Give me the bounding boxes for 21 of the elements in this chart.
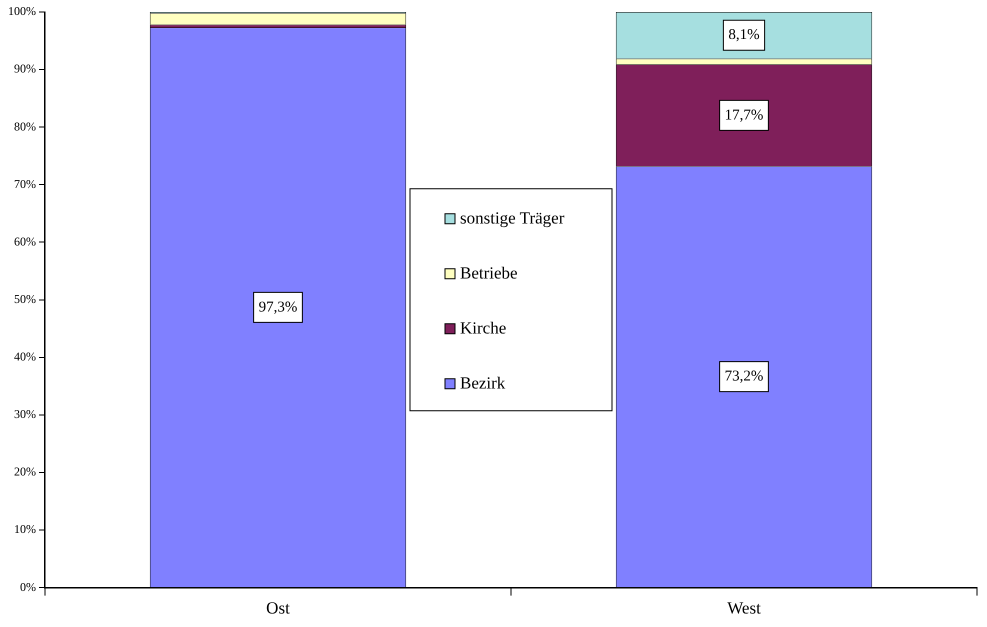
y-tick-label: 60% xyxy=(14,234,36,248)
y-tick-label: 30% xyxy=(14,407,36,422)
y-tick-label: 50% xyxy=(14,292,36,306)
y-tick-label: 20% xyxy=(14,464,36,479)
data-label: 8,1% xyxy=(728,27,760,44)
data-label: 73,2% xyxy=(724,368,764,385)
x-tick-label: West xyxy=(727,598,762,618)
legend-label: Kirche xyxy=(460,318,506,338)
y-tick-label: 100% xyxy=(8,4,36,18)
y-tick-label: 70% xyxy=(14,176,36,191)
data-label: 97,3% xyxy=(258,299,298,316)
x-tick-label: Ost xyxy=(266,598,290,618)
legend-label: Bezirk xyxy=(460,373,506,392)
data-label: 17,7% xyxy=(724,107,764,124)
legend-label: Betriebe xyxy=(460,263,518,282)
y-tick-label: 40% xyxy=(14,350,36,364)
legend-label: sonstige Träger xyxy=(460,208,565,228)
y-tick-label: 0% xyxy=(20,580,36,594)
y-tick-label: 10% xyxy=(14,522,36,536)
y-tick-label: 90% xyxy=(14,62,36,76)
y-tick-label: 80% xyxy=(14,119,36,134)
